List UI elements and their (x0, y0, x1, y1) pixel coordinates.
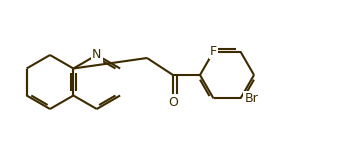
Text: O: O (168, 95, 178, 109)
Text: N: N (92, 48, 101, 61)
Text: Br: Br (244, 92, 258, 105)
Text: F: F (210, 45, 217, 58)
